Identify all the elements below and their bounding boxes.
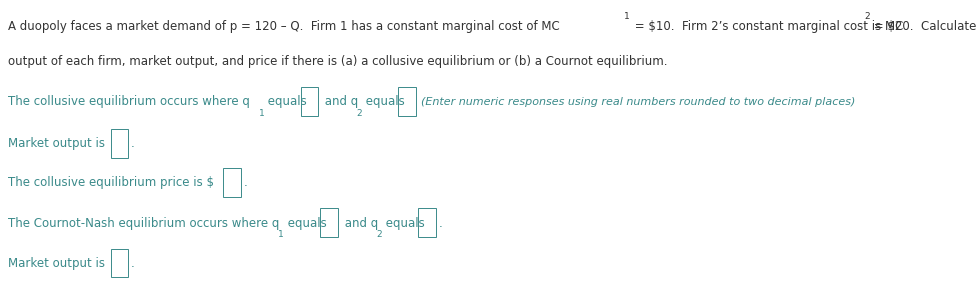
Text: 1: 1 — [278, 230, 284, 239]
Text: Market output is: Market output is — [8, 137, 109, 150]
Text: equals: equals — [284, 217, 330, 230]
FancyBboxPatch shape — [223, 168, 241, 197]
Text: and q: and q — [321, 95, 358, 108]
Text: = $20.  Calculate the: = $20. Calculate the — [869, 20, 978, 33]
Text: = $10.  Firm 2’s constant marginal cost is MC: = $10. Firm 2’s constant marginal cost i… — [631, 20, 903, 33]
Text: The collusive equilibrium occurs where q: The collusive equilibrium occurs where q — [8, 95, 249, 108]
Text: 1: 1 — [623, 12, 629, 21]
Text: equals: equals — [362, 95, 408, 108]
Text: .: . — [244, 176, 247, 189]
Text: .: . — [438, 217, 442, 230]
Text: and q: and q — [340, 217, 378, 230]
Text: A duopoly faces a market demand of p = 120 – Q.  Firm 1 has a constant marginal : A duopoly faces a market demand of p = 1… — [8, 20, 559, 33]
FancyBboxPatch shape — [111, 129, 128, 158]
Text: 2: 2 — [356, 109, 362, 118]
FancyBboxPatch shape — [300, 87, 318, 116]
Text: .: . — [131, 137, 135, 150]
Text: output of each firm, market output, and price if there is (a) a collusive equili: output of each firm, market output, and … — [8, 55, 667, 68]
Text: The collusive equilibrium price is $: The collusive equilibrium price is $ — [8, 176, 213, 189]
FancyBboxPatch shape — [398, 87, 416, 116]
FancyBboxPatch shape — [320, 208, 337, 237]
Text: 2: 2 — [864, 12, 869, 21]
Text: 1: 1 — [258, 109, 264, 118]
FancyBboxPatch shape — [111, 249, 128, 277]
Text: Market output is: Market output is — [8, 257, 109, 270]
Text: equals: equals — [381, 217, 427, 230]
Text: .: . — [131, 257, 135, 270]
Text: (Enter numeric responses using real numbers rounded to two decimal places): (Enter numeric responses using real numb… — [421, 97, 855, 108]
Text: equals: equals — [264, 95, 310, 108]
FancyBboxPatch shape — [418, 208, 435, 237]
Text: 2: 2 — [376, 230, 381, 239]
Text: The Cournot-Nash equilibrium occurs where q: The Cournot-Nash equilibrium occurs wher… — [8, 217, 279, 230]
